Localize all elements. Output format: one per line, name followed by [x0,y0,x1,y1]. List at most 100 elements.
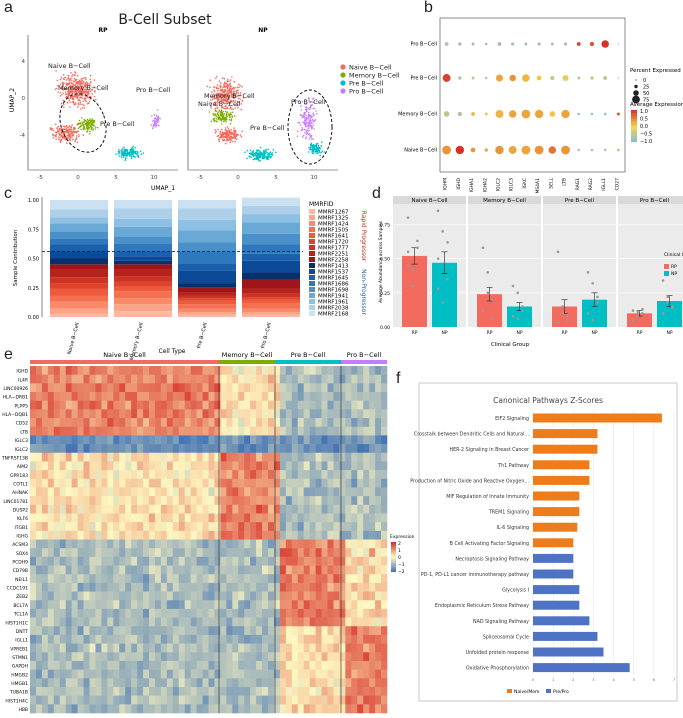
heatmap-cell [208,374,215,384]
heatmap-cell [315,652,322,662]
heatmap-cell [59,660,66,670]
heatmap-cell [220,695,227,705]
heatmap-cell [83,686,90,696]
heatmap-cell [345,392,352,401]
heatmap-cell [47,435,55,445]
heatmap-cell [119,366,126,375]
heatmap-cell [375,383,382,393]
umap-point [124,159,126,161]
legend-swatch [309,245,315,250]
heatmap-cell [196,608,203,618]
heatmap-cell [303,478,310,488]
umap-point [311,144,313,146]
heatmap-cell [172,522,180,532]
heatmap-cell [190,704,197,714]
heatmap-cell [119,400,126,410]
heatmap-cell [244,686,251,696]
heatmap-cell [83,617,90,627]
heatmap-cell [35,574,43,584]
umap-point [78,119,81,122]
heatmap-cell [268,704,275,714]
heatmap-cell [375,418,382,428]
umap-point [208,111,211,113]
umap-point [131,152,133,154]
heatmap-cell [95,660,102,670]
heatmap-cell [113,487,120,497]
heatmap-cell [351,548,358,558]
pathway-bar [533,663,630,673]
heatmap-cell [184,626,191,636]
heatmap-cell [268,452,275,462]
heatmap-cell [291,470,299,480]
pathway-bar [533,429,598,439]
heatmap-cell [333,704,340,714]
legend-swatch [507,689,512,693]
umap-point [221,98,223,100]
heatmap-cell [41,539,49,549]
heatmap-cell [238,556,245,566]
heatmap-cell [250,487,257,497]
heatmap-cell [363,530,370,540]
heatmap-cell [262,643,269,653]
umap-point [78,79,81,82]
heatmap-cell [125,626,132,636]
heatmap-cell [208,574,215,584]
heatmap-cell [59,400,66,410]
heatmap-cell [131,539,138,549]
heatmap-cell [172,669,180,679]
sample-point [436,257,440,260]
heatmap-cell [268,652,275,662]
umap-point [309,148,312,150]
heatmap-cell [375,539,382,549]
heatmap-cell [101,452,108,462]
umap-point [300,114,302,117]
umap-point [93,121,95,124]
heatmap-cell [226,496,233,506]
heatmap-cell [125,461,132,471]
umap-point [67,126,69,129]
heatmap-cell [178,548,185,558]
umap-point [94,90,96,92]
sample-point [441,301,445,304]
heatmap-cell [83,539,90,549]
heatmap-cell [149,392,156,401]
heatmap-cell [333,634,340,644]
heatmap-cell [119,591,126,601]
umap-point [240,108,243,111]
heatmap-cell [250,418,257,428]
heatmap-cell [71,626,78,636]
heatmap-cell [30,487,37,497]
umap-point [315,110,317,112]
umap-point [217,101,219,104]
umap-point [233,127,235,129]
heatmap-cell [262,617,269,627]
pathway-label: Endoplasmic Reticulum Stress Pathway [435,603,529,609]
umap-point [231,140,234,143]
heatmap-cell [232,374,239,384]
heatmap-cell [345,487,352,497]
heatmap-cell [53,626,61,636]
heatmap-cell [226,418,233,428]
gene-label: IGHM [443,178,449,190]
heatmap-cell [65,400,72,410]
stacked-segment [50,301,108,309]
heatmap-cell [339,704,346,714]
heatmap-cell [178,617,185,627]
heatmap-cell [113,409,120,419]
pathway-bar [533,569,574,579]
heatmap-cell [196,409,203,419]
heatmap-cell [137,704,144,714]
umap-point [218,98,220,101]
sample-point [636,310,640,314]
umap-point [225,134,227,136]
sample-point [566,318,569,322]
heatmap-cell [65,461,72,471]
heatmap-cell [244,496,251,506]
legend-gradient [391,546,396,548]
heatmap-cell [309,496,316,506]
y-axis-label: UMAP_2 [9,88,16,112]
umap-point [225,139,228,141]
legend-label: MMRF2168 [318,312,349,318]
heatmap-cell [202,669,209,679]
heatmap-cell [95,400,102,410]
